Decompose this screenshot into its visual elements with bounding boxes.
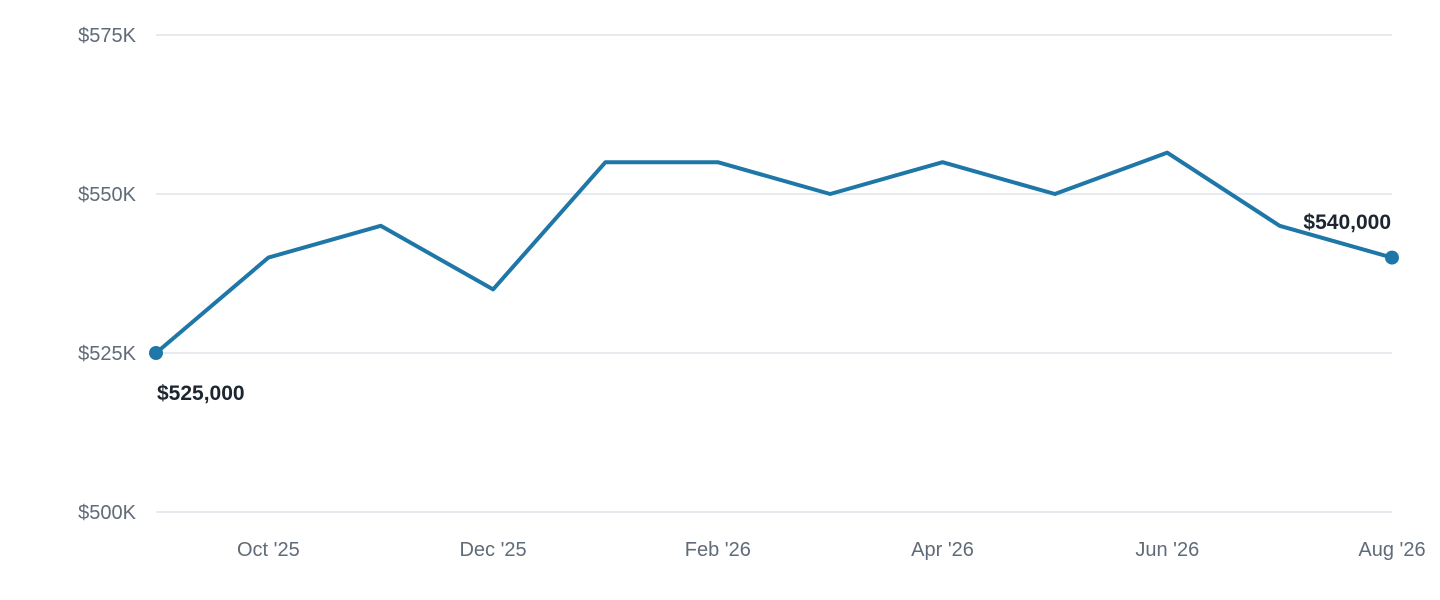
y-tick-label: $525K — [78, 343, 136, 365]
start-point-marker[interactable] — [149, 346, 163, 360]
series-layer — [149, 150, 1399, 360]
x-tick-label: Dec '25 — [459, 539, 526, 561]
y-tick-label: $500K — [78, 502, 136, 524]
x-tick-label: Apr '26 — [911, 539, 974, 561]
y-axis: $500K $525K $550K $575K — [78, 25, 136, 524]
start-value-label: $525,000 — [157, 382, 245, 405]
x-tick-label: Aug '26 — [1358, 539, 1425, 561]
end-point-marker[interactable] — [1385, 250, 1399, 265]
grid-lines — [156, 34, 1392, 513]
x-tick-label: Feb '26 — [685, 539, 751, 561]
series-line — [154, 150, 1394, 355]
x-tick-label: Jun '26 — [1135, 539, 1199, 561]
annotations: $525,000 $540,000 — [157, 211, 1391, 405]
end-value-label: $540,000 — [1303, 211, 1391, 234]
y-tick-label: $575K — [78, 25, 136, 47]
x-axis: Oct '25 Dec '25 Feb '26 Apr '26 Jun '26 Aug '… — [237, 539, 1426, 561]
y-tick-label: $550K — [78, 184, 136, 206]
x-tick-label: Oct '25 — [237, 539, 300, 561]
